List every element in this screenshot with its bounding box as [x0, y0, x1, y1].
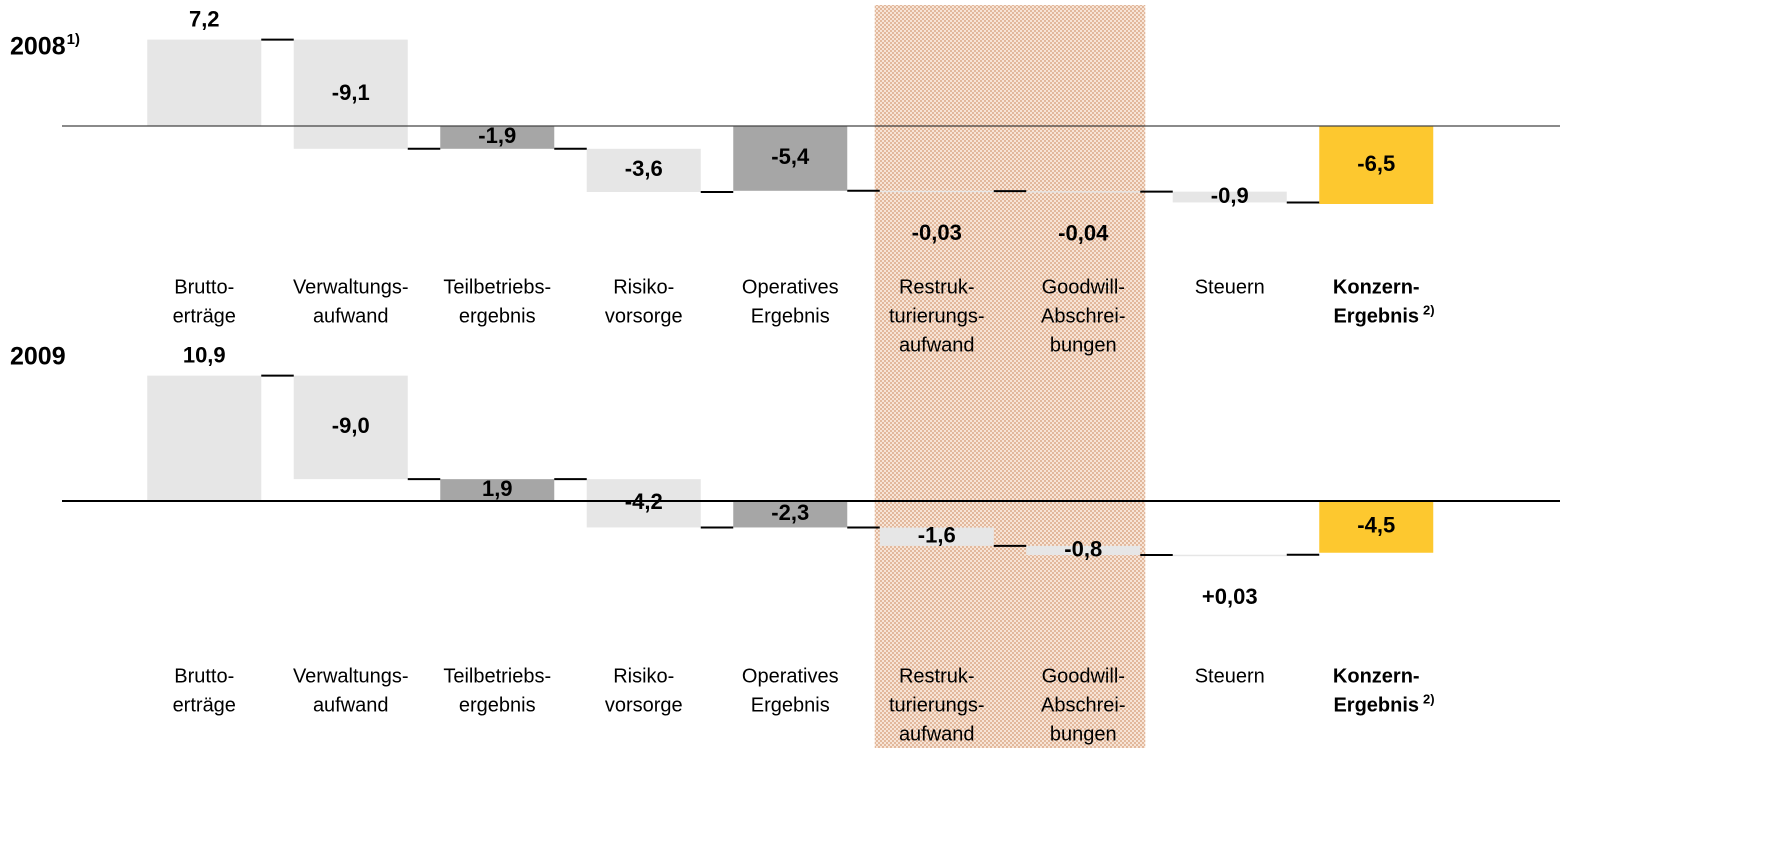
bar [1319, 501, 1434, 553]
title-note: 1) [67, 31, 80, 48]
bar [1172, 191, 1287, 203]
category-label: Verwaltungs- [293, 276, 409, 298]
value-label: -4,2 [625, 489, 663, 514]
bar [586, 479, 701, 528]
category-label: Ergebnis [1333, 694, 1419, 716]
category-label: Verwaltungs- [293, 665, 409, 687]
value-label: -9,1 [332, 80, 370, 105]
chart-title: 2009 [10, 343, 66, 371]
category-label: aufwand [313, 694, 389, 716]
value-label: -0,03 [912, 220, 962, 245]
category-label: aufwand [313, 305, 389, 327]
category-label: vorsorge [605, 305, 683, 327]
category-label: vorsorge [605, 694, 683, 716]
value-label: -0,04 [1058, 220, 1109, 245]
value-label: 7,2 [189, 6, 220, 31]
category-label: Restruk- [899, 665, 975, 687]
value-label: -4,5 [1357, 513, 1395, 538]
value-label: -6,5 [1357, 151, 1395, 176]
bar [879, 527, 994, 546]
value-label: -3,6 [625, 156, 663, 181]
category-label: Ergebnis [1333, 305, 1419, 327]
value-label: 1,9 [482, 476, 513, 501]
category-label: Risiko- [613, 276, 674, 298]
highlight-region [874, 5, 1146, 372]
bar [1026, 545, 1141, 556]
category-label: Goodwill- [1042, 276, 1125, 298]
category-label: Teilbetriebs- [443, 276, 551, 298]
bar [440, 126, 555, 149]
bar [879, 190, 994, 193]
text-layer: 2008 1) 7,2 Brutto-erträge -9,1 Verwaltungs-a… [10, 6, 1435, 745]
category-label: Konzern- [1333, 665, 1420, 687]
bar [440, 479, 555, 501]
bar [1172, 554, 1287, 557]
value-label: -1,6 [918, 522, 956, 547]
category-label: Operatives [742, 665, 839, 687]
bar [586, 148, 701, 192]
bar [733, 126, 848, 191]
category-label: Steuern [1195, 665, 1265, 687]
category-label: Steuern [1195, 276, 1265, 298]
value-label: 10,9 [183, 342, 226, 367]
category-note: 2) [1423, 302, 1435, 317]
category-label: aufwand [899, 334, 975, 356]
chart-title: 2008 [10, 33, 66, 61]
category-label: Risiko- [613, 665, 674, 687]
bar [293, 39, 408, 149]
bar [733, 501, 848, 528]
highlight-layer [874, 5, 1146, 748]
value-label: -2,3 [771, 500, 809, 525]
category-label: ergebnis [459, 305, 536, 327]
category-label: Brutto- [174, 665, 234, 687]
bar [1026, 191, 1141, 193]
category-label: Operatives [742, 276, 839, 298]
value-label: -0,9 [1211, 183, 1249, 208]
bar [147, 375, 262, 501]
category-label: Abschrei- [1041, 694, 1125, 716]
category-label: Restruk- [899, 276, 975, 298]
value-label: +0,03 [1202, 584, 1258, 609]
highlight-region [874, 372, 1146, 748]
value-label: -9,0 [332, 413, 370, 438]
category-label: erträge [173, 305, 236, 327]
category-label: bungen [1050, 334, 1117, 356]
value-label: -0,8 [1064, 536, 1102, 561]
category-note: 2) [1423, 691, 1435, 706]
category-label: turierungs- [889, 694, 985, 716]
category-label: Ergebnis [751, 694, 830, 716]
value-label: -5,4 [771, 144, 810, 169]
category-label: aufwand [899, 723, 975, 745]
category-label: Ergebnis [751, 305, 830, 327]
category-label: Goodwill- [1042, 665, 1125, 687]
category-label: Brutto- [174, 276, 234, 298]
value-label: -1,9 [478, 123, 516, 148]
category-label: ergebnis [459, 694, 536, 716]
bar [147, 39, 262, 126]
bar [1319, 126, 1434, 204]
category-label: turierungs- [889, 305, 985, 327]
bars-layer [62, 38, 1560, 557]
category-label: Abschrei- [1041, 305, 1125, 327]
category-label: Teilbetriebs- [443, 665, 551, 687]
category-label: Konzern- [1333, 276, 1420, 298]
category-label: bungen [1050, 723, 1117, 745]
bar [293, 375, 408, 480]
category-label: erträge [173, 694, 236, 716]
